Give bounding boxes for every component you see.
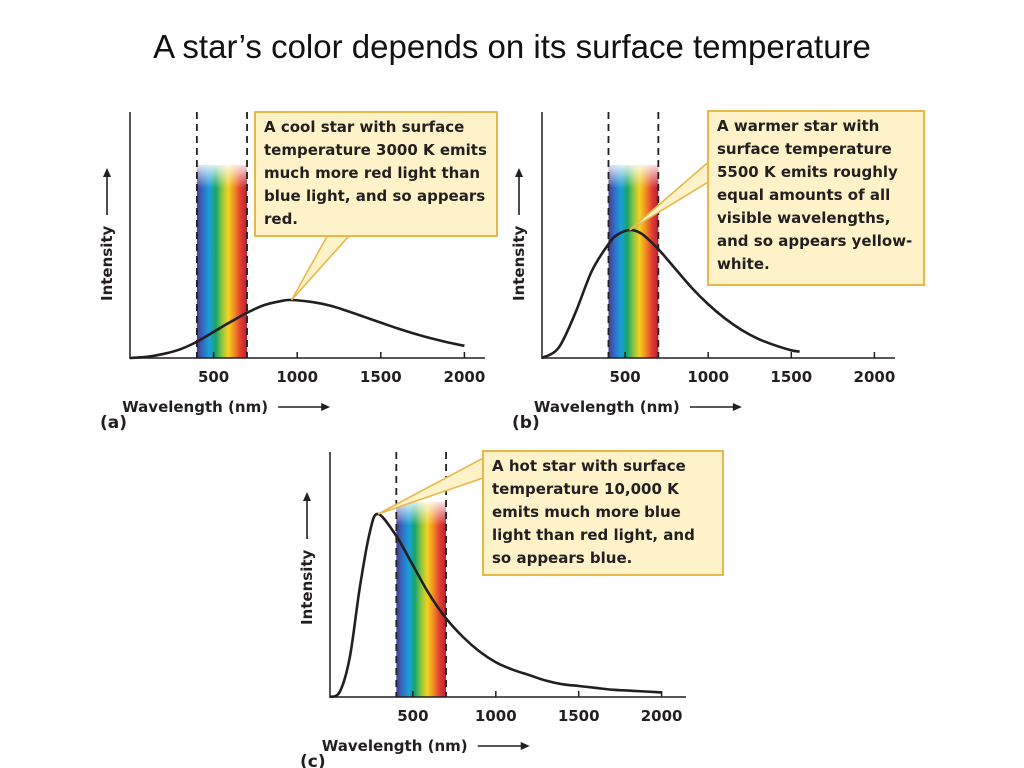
spectrum-curve: [129, 298, 465, 360]
x-tick-label: 1000: [687, 368, 729, 386]
x-tick-label: 1500: [770, 368, 812, 386]
callout-warmer-star: A warmer star with surface temperature 5…: [707, 110, 925, 286]
x-tick-label: 2000: [641, 707, 683, 725]
slide-title: A star’s color depends on its surface te…: [153, 28, 871, 65]
x-tick-label: 2000: [854, 368, 896, 386]
x-axis-label: Wavelength (nm): [322, 737, 468, 755]
x-tick-label: 500: [198, 368, 229, 386]
spectrum-curve: [541, 228, 800, 360]
x-tick-label: 1000: [276, 368, 318, 386]
x-tick-label: 2000: [444, 368, 486, 386]
y-axis-label: Intensity: [510, 225, 528, 301]
callout-hot-star: A hot star with surface temperature 10,0…: [482, 450, 724, 576]
x-tick-label: 1500: [360, 368, 402, 386]
callout-cool-star: A cool star with surface temperature 300…: [254, 111, 498, 237]
spectrum-curve: [329, 512, 662, 699]
x-axis-label: Wavelength (nm): [122, 398, 268, 416]
panel-label: (a): [100, 413, 127, 433]
panel-label: (b): [512, 413, 540, 433]
x-tick-label: 1500: [558, 707, 600, 725]
panel-label: (c): [300, 752, 326, 768]
chart-panel-c: 500 1000 1500 2000 Wavelength (nm) Intensity (…: [298, 452, 686, 768]
x-tick-label: 500: [609, 368, 640, 386]
y-axis-label: Intensity: [98, 225, 116, 301]
chart-panel-a: 500 1000 1500 2000 Wavelength (nm) Intensity (…: [98, 112, 485, 433]
callout-pointer: [290, 234, 352, 301]
x-tick-label: 500: [397, 707, 428, 725]
y-axis-label: Intensity: [298, 549, 316, 625]
x-axis-label: Wavelength (nm): [534, 398, 680, 416]
x-tick-label: 1000: [475, 707, 517, 725]
chart-panel-b: 500 1000 1500 2000 Wavelength (nm) Intensity (…: [510, 112, 895, 433]
